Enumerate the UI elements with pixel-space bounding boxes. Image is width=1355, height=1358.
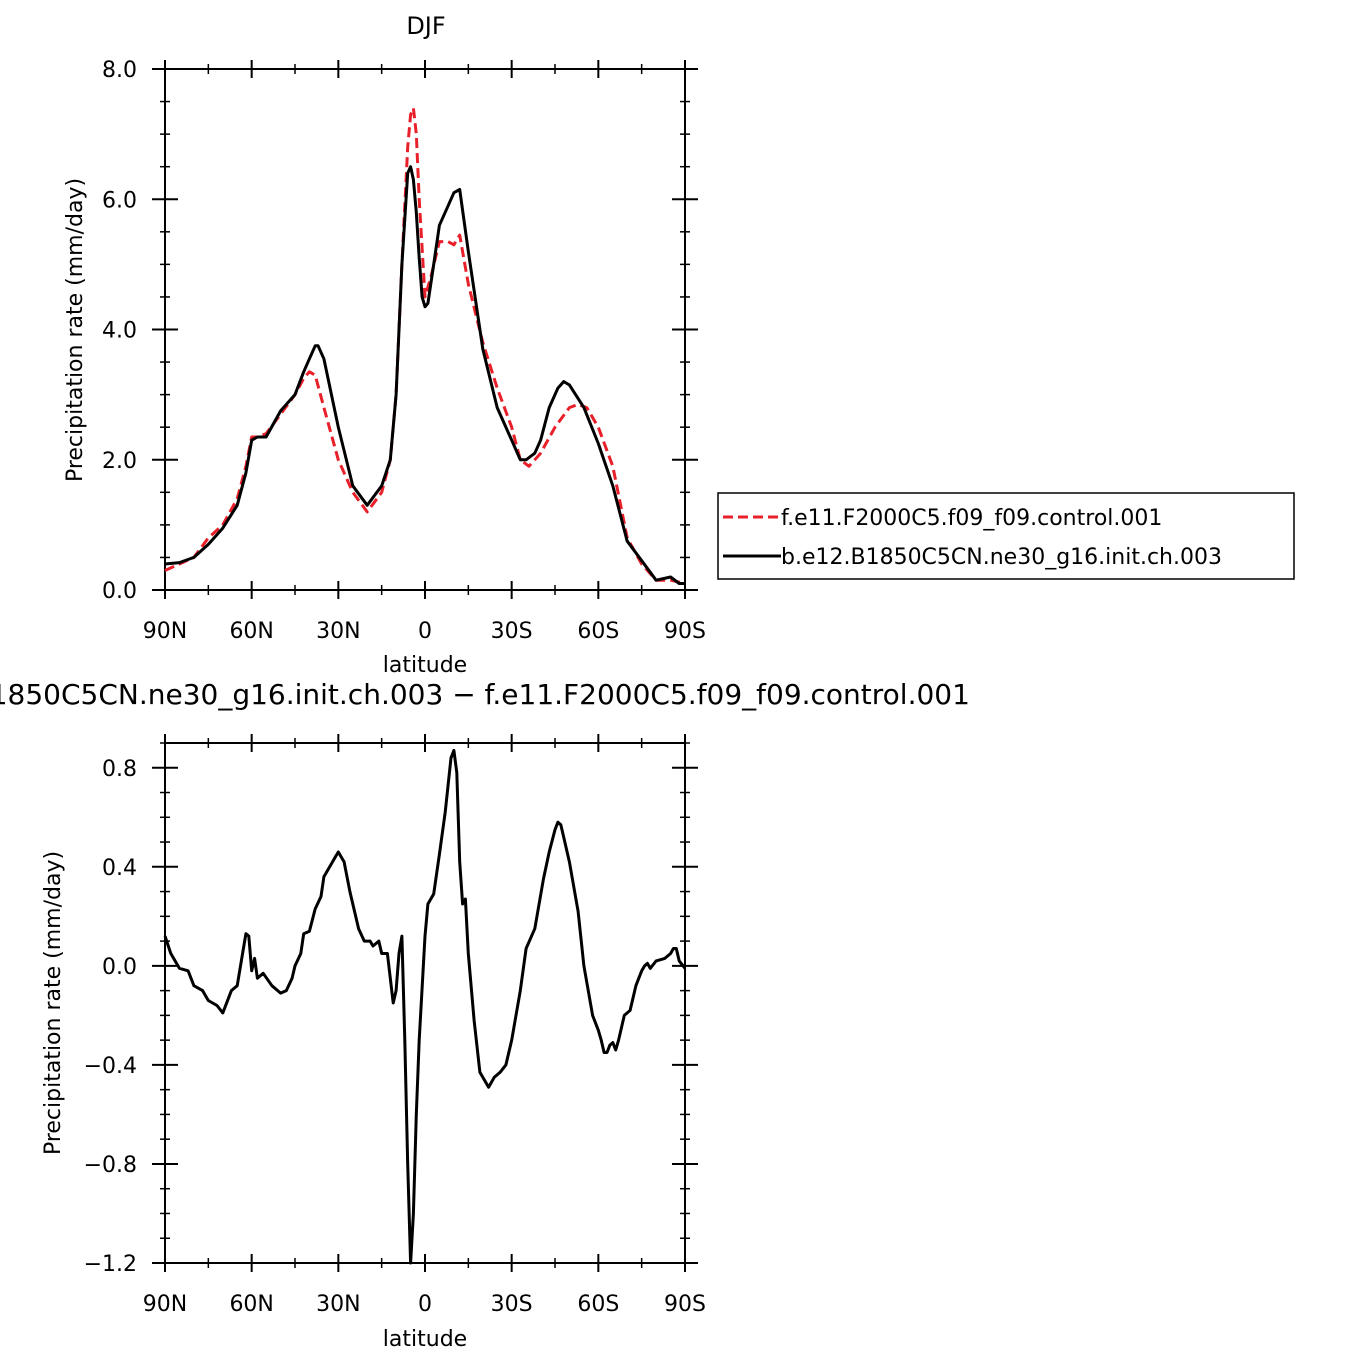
legend-box xyxy=(717,492,1295,580)
top-x-tick-labels: 90N 60N 30N 0 30S 60S 90S xyxy=(143,619,706,644)
bottom-x-axis-label: latitude xyxy=(383,1327,467,1352)
x-tick-label: 30N xyxy=(316,1292,360,1317)
x-tick-label: 30S xyxy=(491,619,533,644)
x-tick-label: 90S xyxy=(664,619,706,644)
top-series xyxy=(164,106,686,585)
bottom-y-tick-labels: −1.2 −0.8 −0.4 0.0 0.4 0.8 xyxy=(84,757,137,1277)
x-tick-label: 30N xyxy=(316,619,360,644)
top-y-tick-labels: 0.0 2.0 4.0 6.0 8.0 xyxy=(102,58,137,604)
bottom-series xyxy=(163,748,687,1265)
y-tick-label: −0.4 xyxy=(84,1054,137,1079)
legend: f.e11.F2000C5.f09_f09.control.001 b.e12.… xyxy=(717,492,1295,580)
x-tick-label: 30S xyxy=(491,1292,533,1317)
y-tick-label: 8.0 xyxy=(102,58,137,83)
y-tick-label: 4.0 xyxy=(102,319,137,344)
top-y-axis-label: Precipitation rate (mm/day) xyxy=(63,178,88,482)
bottom-panel: b.e12.B1850C5CN.ne30_g16.init.ch.003 − f… xyxy=(0,678,970,1352)
top-x-axis-label: latitude xyxy=(383,653,467,678)
top-plot-frame xyxy=(164,68,686,591)
x-tick-label: 0 xyxy=(418,619,432,644)
x-tick-label: 60N xyxy=(229,619,273,644)
bottom-ticks xyxy=(152,734,698,1272)
series-line-difference xyxy=(163,748,687,1265)
top-title: DJF xyxy=(406,12,445,40)
bottom-y-axis-label: Precipitation rate (mm/day) xyxy=(41,851,66,1155)
bottom-plot-frame xyxy=(164,742,686,1264)
x-tick-label: 0 xyxy=(418,1292,432,1317)
y-tick-label: −0.8 xyxy=(84,1153,137,1178)
y-tick-label: 0.0 xyxy=(102,955,137,980)
y-tick-label: −1.2 xyxy=(84,1252,137,1277)
legend-label-control: f.e11.F2000C5.f09_f09.control.001 xyxy=(781,506,1162,531)
series-line-control xyxy=(164,106,686,585)
y-tick-label: 0.4 xyxy=(102,856,137,881)
legend-label-coupled: b.e12.B1850C5CN.ne30_g16.init.ch.003 xyxy=(781,545,1222,570)
x-tick-label: 60S xyxy=(577,619,619,644)
top-panel: DJF 90N 60N 30N 0 30S 60S 90S 0.02.04.06.08.0 … xyxy=(63,12,1295,678)
x-tick-label: 90N xyxy=(143,1292,187,1317)
y-tick-label: 0.8 xyxy=(102,757,137,782)
series-line-coupled xyxy=(164,165,685,585)
bottom-title: b.e12.B1850C5CN.ne30_g16.init.ch.003 − f… xyxy=(0,678,970,711)
x-tick-label: 90N xyxy=(143,619,187,644)
x-tick-label: 90S xyxy=(664,1292,706,1317)
y-tick-label: 6.0 xyxy=(102,188,137,213)
bottom-x-tick-labels: 90N 60N 30N 0 30S 60S 90S xyxy=(143,1292,706,1317)
x-tick-label: 60S xyxy=(577,1292,619,1317)
y-tick-label: 2.0 xyxy=(102,449,137,474)
x-tick-label: 60N xyxy=(229,1292,273,1317)
top-ticks xyxy=(152,60,698,599)
y-tick-label: 0.0 xyxy=(102,579,137,604)
